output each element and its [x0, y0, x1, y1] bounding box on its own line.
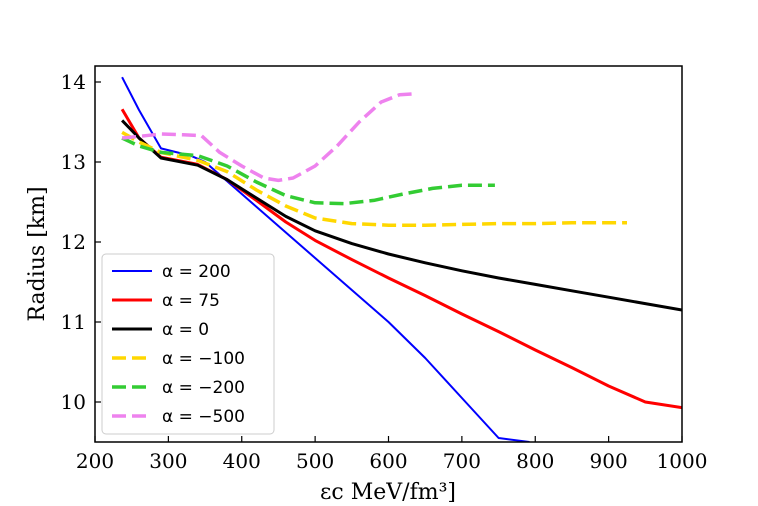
- legend-label-1: α = 75: [162, 291, 220, 311]
- x-axis-label: εc MeV/fm³]: [320, 480, 456, 505]
- legend-label-0: α = 200: [162, 262, 231, 282]
- series-line-5: [121, 92, 413, 183]
- x-tick-label: 700: [443, 449, 481, 473]
- series-line-3: [121, 130, 627, 227]
- series-line-2: [121, 119, 682, 312]
- y-axis-label: Radius [km]: [25, 186, 50, 321]
- legend-label-2: α = 0: [162, 320, 209, 340]
- x-tick-label: 400: [223, 449, 261, 473]
- series-line-4: [121, 136, 495, 206]
- x-tick-label: 300: [149, 449, 187, 473]
- y-tick-label: 10: [61, 390, 86, 414]
- x-tick-label: 200: [76, 449, 114, 473]
- legend-label-3: α = −100: [162, 349, 245, 369]
- legend: α = 200 α = 75 α = 0 α = −100 α = −200 α = −5…: [101, 253, 275, 435]
- y-tick-label: 14: [61, 70, 86, 94]
- y-tick-label: 11: [61, 310, 86, 334]
- y-tick-label: 13: [61, 150, 86, 174]
- x-tick-label: 1000: [657, 449, 708, 473]
- series-line-0: [121, 76, 530, 442]
- x-tick-label: 800: [516, 449, 554, 473]
- legend-label-5: α = −500: [162, 407, 245, 427]
- x-tick-label: 600: [369, 449, 407, 473]
- y-tick-label: 12: [61, 230, 86, 254]
- x-tick-label: 900: [590, 449, 628, 473]
- x-tick-label: 500: [296, 449, 334, 473]
- legend-label-4: α = −200: [162, 378, 245, 398]
